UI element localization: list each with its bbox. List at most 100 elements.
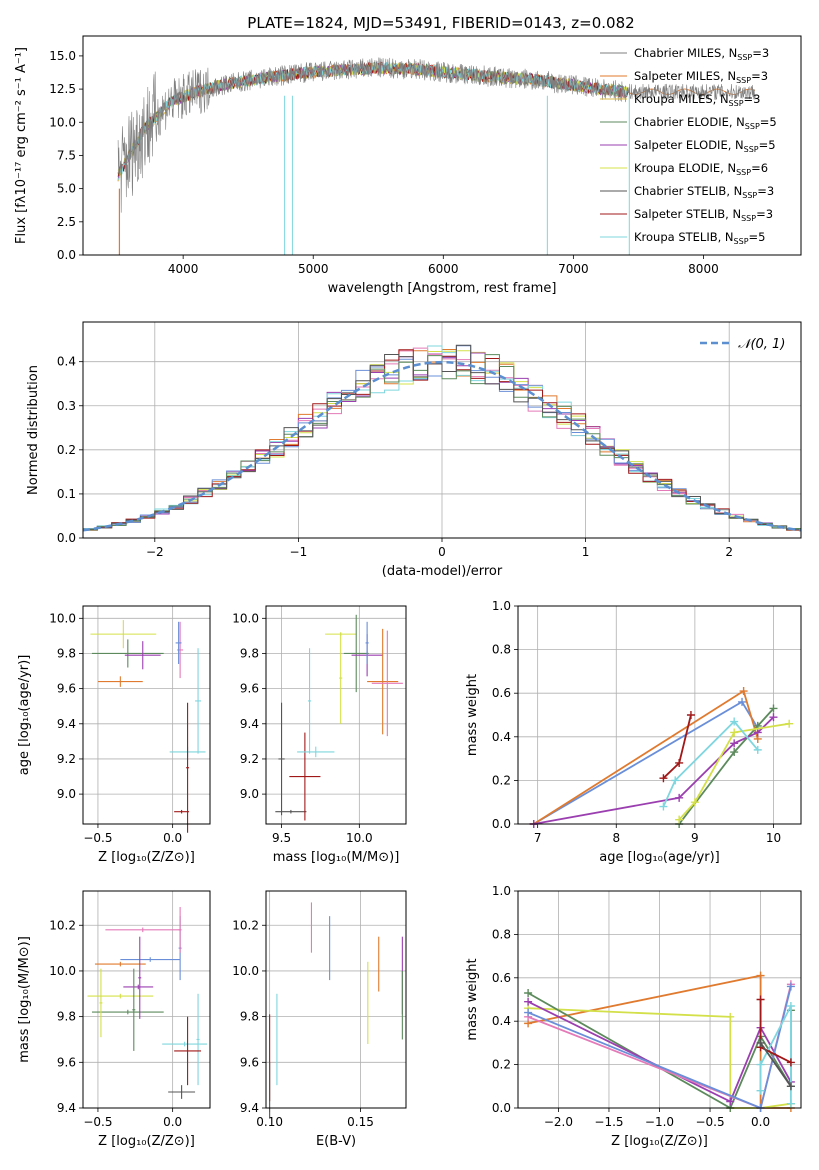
legend-label-main: Chabrier ELODIE, N	[634, 115, 745, 129]
residuals-panel: −2 −1 0 1 2 0.0 0.1 0.2 0.3 0.4 (data-model)/error…	[26, 321, 802, 579]
y-tick-label: 9.6	[240, 1055, 259, 1069]
histogram-series	[83, 344, 801, 531]
weight-series-line	[678, 722, 790, 821]
y-tick-label: 1.0	[492, 599, 511, 613]
legend-label: Salpeter ELODIE, NSSP=5	[634, 138, 776, 154]
legend-label-sub: SSP	[736, 76, 751, 85]
y-axis-label: Normed distribution	[26, 365, 41, 495]
y-tick-label: 0.6	[492, 686, 511, 700]
y-axis-label: age [log₁₀(age/yr)]	[17, 655, 32, 776]
weight_vs_age-panel: 7 8 9 10 0.0 0.2 0.4 0.6 0.8 1.0 age [log₁₀(age/yr…	[465, 599, 802, 865]
y-tick-label: 9.4	[240, 717, 259, 731]
y-tick-label: 10.0	[232, 964, 259, 978]
age_vs_Z-panel: −0.5 0.0 9.0 9.2 9.4 9.6 9.8 10.0 Z [log₁₀(Z/Z⊙)…	[17, 605, 211, 865]
x-axis-label: E(B-V)	[316, 1134, 356, 1149]
legend-label: Salpeter STELIB, NSSP=3	[634, 207, 773, 223]
weight-marker	[753, 745, 762, 754]
weight-marker	[786, 1002, 795, 1011]
legend-label: 𝒩(0, 1)	[738, 337, 785, 352]
weight-marker	[690, 798, 699, 807]
x-axis-label: age [log₁₀(age/yr)]	[599, 850, 720, 865]
legend-label-main: Salpeter ELODIE, N	[634, 138, 744, 152]
x-tick-label: 7	[534, 831, 542, 845]
histograms	[83, 344, 801, 532]
y-tick-label: 0.4	[57, 355, 76, 369]
legend-label-sub: SSP	[737, 53, 752, 62]
y-tick-label: 2.5	[57, 215, 76, 229]
legend-label-tail: =3	[752, 46, 769, 60]
legend-label-sub: SSP	[729, 99, 744, 108]
axes-frame	[517, 605, 802, 825]
y-tick-label: 10.0	[232, 611, 259, 625]
y-tick-label: 10.2	[49, 918, 76, 932]
weight-marker	[756, 1038, 765, 1047]
legend-label-tail: =6	[751, 161, 768, 175]
legend-label: Chabrier MILES, NSSP=3	[634, 46, 769, 62]
mass_vs_ebv-panel: 0.10 0.15 9.4 9.6 9.8 10.0 10.2 E(B-V)	[232, 890, 407, 1149]
x-tick-label: 0.10	[256, 1115, 283, 1129]
figure-title: PLATE=1824, MJD=53491, FIBERID=0143, z=0…	[247, 14, 634, 32]
x-tick-label: 2	[725, 545, 733, 559]
y-tick-label: 0.4	[492, 1014, 511, 1028]
x-tick-label: 8	[612, 831, 620, 845]
weight-marker	[769, 704, 778, 713]
x-tick-label: 10	[766, 831, 781, 845]
y-axis-label: mass weight	[465, 958, 480, 1040]
weight-marker	[756, 1086, 765, 1095]
legend-label-main: Kroupa ELODIE, N	[634, 161, 736, 175]
y-tick-label: 0.1	[57, 487, 76, 501]
x-tick-label: 9	[691, 831, 699, 845]
weight-marker	[675, 793, 684, 802]
weight-marker	[524, 988, 533, 997]
y-tick-label: 0.2	[492, 1058, 511, 1072]
y-tick-label: 5.0	[57, 182, 76, 196]
legend-label-main: Chabrier STELIB, N	[634, 184, 742, 198]
weight_vs_Z-panel: −2.0 −1.5 −1.0 −0.5 0.0 0.0 0.2 0.4 0.6 0.8 1.0 Z […	[465, 884, 802, 1149]
y-tick-label: 0.2	[492, 773, 511, 787]
legend-label: Chabrier STELIB, NSSP=3	[634, 184, 774, 200]
x-tick-label: 1	[582, 545, 590, 559]
legend-label-sub: SSP	[742, 191, 757, 200]
weight-series-line	[759, 1042, 792, 1087]
weight-marker	[738, 697, 747, 706]
x-tick-label: 6000	[428, 262, 459, 276]
x-tick-label: 10.0	[346, 831, 373, 845]
weight-marker	[730, 717, 739, 726]
weight-marker	[675, 815, 684, 824]
axes-frame	[265, 605, 407, 825]
y-tick-label: 12.5	[49, 82, 76, 96]
x-tick-label: 9.5	[272, 831, 291, 845]
legend-label-sub: SSP	[744, 145, 759, 154]
legend-label-main: Salpeter STELIB, N	[634, 207, 741, 221]
y-tick-label: 9.6	[57, 1055, 76, 1069]
legend-label: Salpeter MILES, NSSP=3	[634, 69, 768, 85]
weight-marker	[769, 713, 778, 722]
legend-label-main: Salpeter MILES, N	[634, 69, 736, 83]
x-tick-label: 7000	[558, 262, 589, 276]
weight-marker	[524, 1008, 533, 1017]
y-tick-label: 15.0	[49, 49, 76, 63]
y-tick-label: 0.0	[57, 531, 76, 545]
x-tick-label: −2.0	[544, 1115, 573, 1129]
spectrum-panel: 4000 5000 6000 7000 8000 0.0 2.5 5.0 7.5 10.0 12.5…	[14, 35, 802, 296]
axes-frame	[82, 605, 211, 825]
y-tick-label: 10.2	[232, 918, 259, 932]
y-tick-label: 0.0	[492, 817, 511, 831]
weight-series-line	[533, 716, 775, 825]
legend-label: Kroupa MILES, NSSP=3	[634, 92, 760, 108]
y-tick-label: 0.2	[57, 443, 76, 457]
y-tick-label: 0.8	[492, 643, 511, 657]
legend-label: Chabrier ELODIE, NSSP=5	[634, 115, 777, 131]
y-tick-label: 9.0	[57, 787, 76, 801]
y-tick-label: 9.0	[240, 787, 259, 801]
normal-curve	[83, 360, 801, 532]
x-axis-label: mass [log₁₀(M/M⊙)]	[273, 850, 400, 865]
observed-spectrum	[117, 57, 756, 213]
legend-label-main: Kroupa MILES, N	[634, 92, 729, 106]
x-tick-label: −1	[290, 545, 308, 559]
y-axis-label: mass weight	[465, 674, 480, 756]
weight-marker	[659, 774, 668, 783]
legend-label: Kroupa STELIB, NSSP=5	[634, 230, 765, 246]
